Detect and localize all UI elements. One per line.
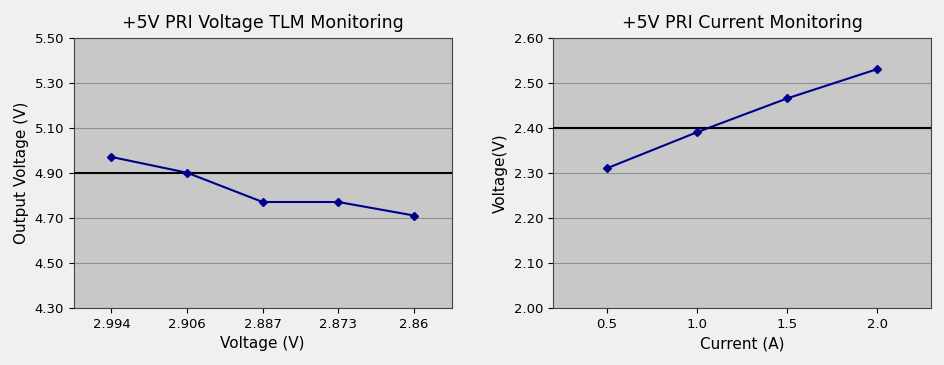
Y-axis label: Output Voltage (V): Output Voltage (V) xyxy=(14,101,29,244)
Title: +5V PRI Current Monitoring: +5V PRI Current Monitoring xyxy=(621,14,862,32)
X-axis label: Voltage (V): Voltage (V) xyxy=(220,336,305,351)
Y-axis label: Voltage(V): Voltage(V) xyxy=(493,133,508,212)
X-axis label: Current (A): Current (A) xyxy=(700,336,784,351)
Title: +5V PRI Voltage TLM Monitoring: +5V PRI Voltage TLM Monitoring xyxy=(122,14,403,32)
